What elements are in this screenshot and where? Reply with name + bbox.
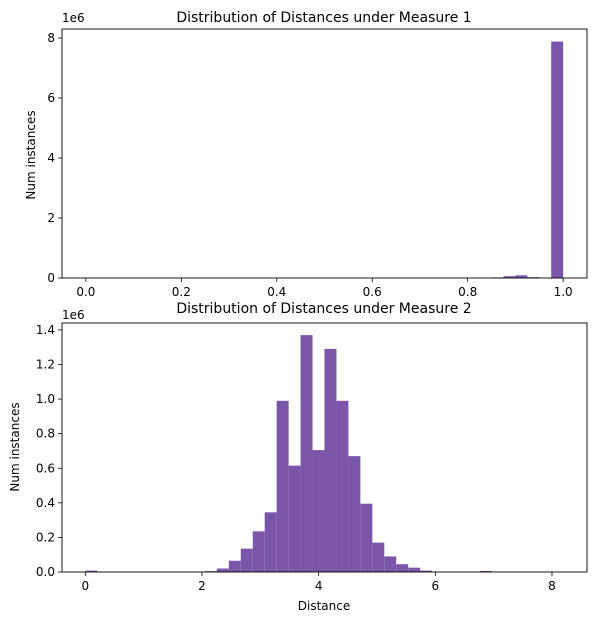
chart-title: Distribution of Distances under Measure … xyxy=(176,301,471,317)
histogram-bar xyxy=(276,400,289,572)
y-tick-label: 0.0 xyxy=(36,565,55,579)
histogram-bar xyxy=(384,556,397,572)
histogram-bar xyxy=(360,503,373,572)
histogram-bar xyxy=(408,567,421,572)
y-tick-label: 0.2 xyxy=(36,530,55,544)
histogram-bar xyxy=(527,277,540,278)
y-axis-label: Num instances xyxy=(24,110,38,199)
y-tick-label: 0 xyxy=(47,271,55,285)
y-axis-label: Num instances xyxy=(8,402,22,491)
histogram-panel-measure-1: Distribution of Distances under Measure … xyxy=(24,10,588,299)
histogram-bar xyxy=(551,41,564,278)
histogram-bar xyxy=(324,348,337,572)
y-offset-label: 1e6 xyxy=(62,11,85,25)
y-axis-ticks: 0 2 4 6 8 xyxy=(47,31,62,285)
x-tick-label: 0.8 xyxy=(458,285,477,299)
y-tick-label: 8 xyxy=(47,31,55,45)
y-tick-label: 0.4 xyxy=(36,496,55,510)
chart-title: Distribution of Distances under Measure … xyxy=(176,10,471,26)
histogram-bar xyxy=(228,560,241,572)
x-tick-label: 6 xyxy=(432,579,440,593)
plot-frame xyxy=(61,322,588,573)
histogram-bar xyxy=(348,456,361,572)
x-tick-label: 2 xyxy=(198,579,206,593)
y-tick-label: 6 xyxy=(47,91,55,105)
y-tick-label: 4 xyxy=(47,151,55,165)
bars xyxy=(85,335,492,572)
y-tick-label: 2 xyxy=(47,211,55,225)
y-tick-label: 1.0 xyxy=(36,392,55,406)
x-tick-label: 0.0 xyxy=(76,285,95,299)
histogram-bar xyxy=(216,568,229,572)
y-offset-label: 1e6 xyxy=(62,308,85,322)
y-tick-label: 0.6 xyxy=(36,461,55,475)
x-tick-label: 0.6 xyxy=(363,285,382,299)
histogram-panel-measure-2: Distribution of Distances under Measure … xyxy=(8,301,588,613)
histogram-bar xyxy=(396,564,409,572)
x-tick-label: 0.2 xyxy=(172,285,191,299)
y-tick-label: 1.2 xyxy=(36,358,55,372)
histogram-bar xyxy=(503,276,516,278)
bars xyxy=(491,41,564,278)
y-tick-label: 1.4 xyxy=(36,323,55,337)
histogram-bar xyxy=(336,400,349,572)
y-tick-label: 0.8 xyxy=(36,427,55,441)
x-axis-ticks: 0 2 4 6 8 xyxy=(82,572,556,593)
histogram-bar xyxy=(264,512,277,572)
histogram-bar xyxy=(479,570,492,572)
histogram-bar xyxy=(300,335,313,572)
histogram-bar xyxy=(240,548,253,572)
histogram-bar xyxy=(85,570,98,572)
y-axis-ticks: 0.0 0.2 0.4 0.6 0.8 1.0 1.2 1.4 xyxy=(36,323,62,579)
x-axis-label: Distance xyxy=(298,599,350,613)
histogram-bar xyxy=(312,450,325,572)
histogram-bar xyxy=(420,570,433,572)
histogram-bar xyxy=(288,465,301,572)
plot-frame xyxy=(61,28,588,279)
histogram-bar xyxy=(252,531,265,572)
x-tick-label: 1.0 xyxy=(554,285,573,299)
x-axis-ticks: 0.0 0.2 0.4 0.6 0.8 1.0 xyxy=(76,278,573,299)
histogram-bar xyxy=(515,275,528,278)
histogram-bar xyxy=(372,542,385,572)
x-tick-label: 0.4 xyxy=(267,285,286,299)
x-tick-label: 0 xyxy=(82,579,90,593)
x-tick-label: 8 xyxy=(548,579,556,593)
x-tick-label: 4 xyxy=(315,579,323,593)
